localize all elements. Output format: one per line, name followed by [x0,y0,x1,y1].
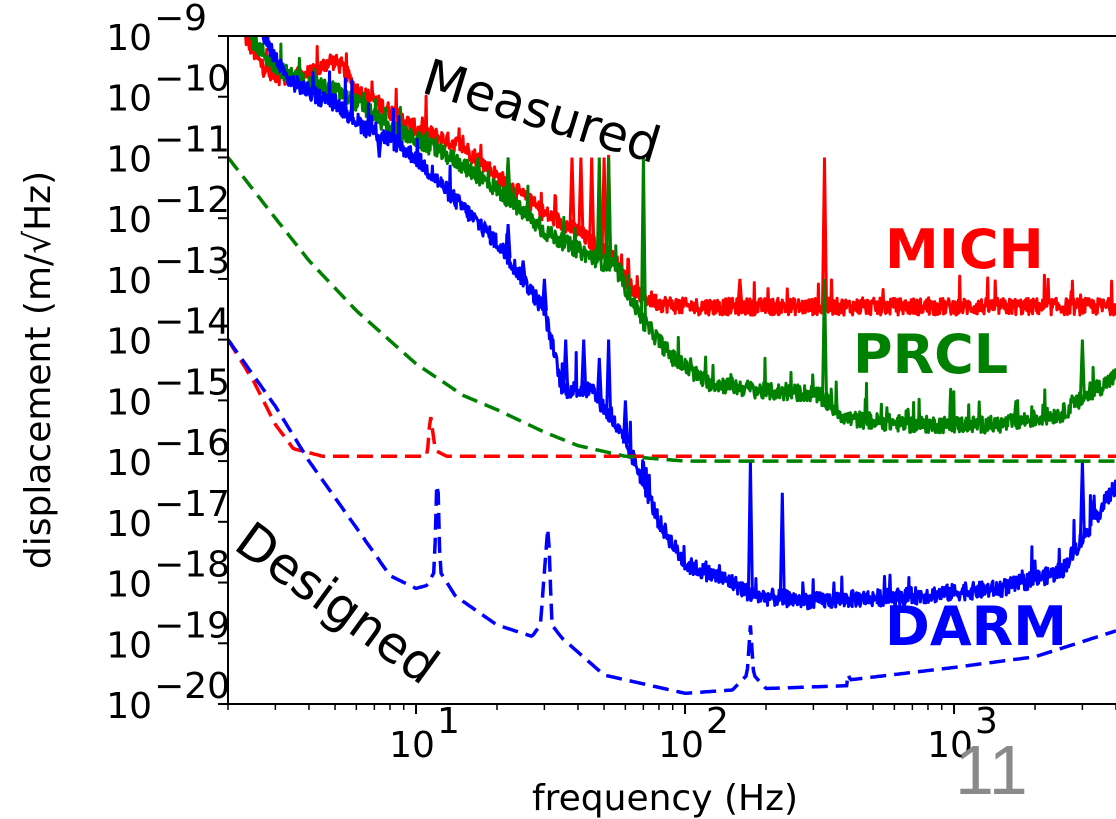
darm-measured-spike [621,400,629,444]
darm-label: DARM [885,595,1067,658]
darm-measured-spike [580,339,588,390]
darm-measured-spike [481,219,489,231]
darm-measured-spike [504,224,512,259]
prcl-measured-spike [1078,339,1086,400]
y-tick-label: 10 [106,625,152,666]
y-tick-exponent: −17 [154,484,230,525]
mich-measured-spike [588,157,596,243]
y-tick-exponent: −9 [154,0,207,39]
series-group [228,36,1116,696]
x-tick-exponent: 1 [437,701,460,742]
x-tick-label: 10 [658,725,704,766]
x-tick-exponent: 2 [706,701,729,742]
y-tick-label: 10 [106,686,152,727]
y-tick-label: 10 [106,79,152,120]
darm-measured-spike [1078,461,1086,539]
y-tick-exponent: −16 [154,423,230,464]
y-tick-exponent: −15 [154,362,230,403]
y-tick-exponent: −10 [154,59,230,100]
prcl-measured-spike [605,157,613,266]
y-tick-label: 10 [106,565,152,606]
prcl-measured-spike [821,278,828,401]
mich-label: MICH [885,218,1044,281]
y-tick-label: 10 [106,443,152,484]
darm-measured-spike [562,339,570,390]
mich-measured-line [244,36,1116,317]
mich-designed-series [228,338,1116,459]
prcl-measured-spike [595,157,603,261]
darm-designed-line [228,338,1116,696]
y-tick-label: 10 [106,200,152,241]
x-tick-exponent: 3 [975,701,998,742]
y-tick-exponent: −12 [154,180,230,221]
y-tick-label: 10 [106,322,152,363]
mich-measured-spike [736,278,744,307]
y-tick-label: 10 [106,504,152,545]
y-tick-label: 10 [106,18,152,59]
y-tick-exponent: −11 [154,119,230,160]
prcl-measured-spike [504,157,512,200]
prcl-label: PRCL [853,323,1008,386]
x-tick-label: 10 [927,725,973,766]
y-tick-exponent: −18 [154,545,230,586]
y-tick-exponent: −14 [154,302,230,343]
prcl-measured-spike [1012,400,1020,423]
darm-measured-spike [639,460,647,483]
darm-measured-spike [467,214,475,221]
y-tick-label: 10 [106,139,152,180]
mich-measured-spike [568,157,576,229]
mich-designed-line [228,338,1116,459]
prcl-designed-series [228,156,1116,463]
x-axis-label: frequency (Hz) [532,778,798,819]
y-axis-label: displacement (m/√Hz) [18,171,59,569]
darm-measured-line [261,36,1116,611]
darm-designed-series [228,338,1116,696]
prcl-measured-spike [474,157,482,177]
y-tick-exponent: −13 [154,241,230,282]
y-tick-label: 10 [106,261,152,302]
darm-measured-spike [746,461,754,594]
darm-measured-spike [778,492,786,599]
darm-measured-spike [540,278,548,311]
y-tick-exponent: −20 [154,666,230,707]
mich-measured-spike [577,157,585,234]
darm-measured-spike [605,339,613,415]
x-tick-label: 10 [389,725,435,766]
page-number: 11 [955,731,1028,809]
y-tick-label: 10 [106,382,152,423]
darm-measured-spike [595,357,603,401]
mich-measured-spike [600,157,608,253]
prcl-designed-line [228,156,1116,463]
darm-measured-spike [519,260,527,280]
prcl-measured-spike [524,199,532,217]
darm-measured-spike [375,134,383,158]
y-tick-exponent: −19 [154,605,230,646]
designed-annotation: Designed [225,511,449,696]
mich-measured-spike [821,157,828,307]
prcl-measured-spike [639,157,647,322]
